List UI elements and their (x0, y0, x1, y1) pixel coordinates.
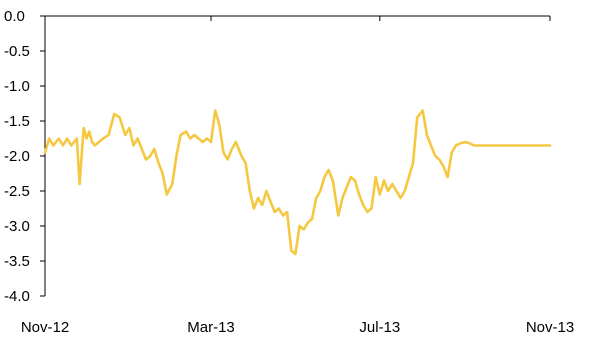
series-line-0 (43, 109, 552, 256)
y-tick-label: -4.0 (4, 288, 30, 305)
axes (44, 15, 550, 296)
x-axis-ticks: Nov-12 Mar-13 Jul-13 Nov-13 (21, 16, 574, 336)
y-tick-label: 0.0 (4, 8, 25, 25)
y-tick-label: -0.5 (4, 43, 30, 60)
y-tick-label: -3.0 (4, 218, 30, 235)
x-tick-label: Mar-13 (187, 319, 235, 336)
x-tick-label: Nov-12 (21, 319, 69, 336)
y-tick-label: -3.5 (4, 253, 30, 270)
y-tick-label: -2.0 (4, 148, 30, 165)
x-tick-label: Nov-13 (526, 319, 574, 336)
y-tick-label: -2.5 (4, 183, 30, 200)
y-tick-label: -1.5 (4, 113, 30, 130)
y-tick-label: -1.0 (4, 78, 30, 95)
y-axis-ticks: 0.0 -0.5 -1.0 -1.5 -2.0 -2.5 -3.0 -3.5 -4.0 (4, 8, 45, 305)
x-tick-label: Jul-13 (359, 319, 400, 336)
series-group (43, 109, 552, 256)
